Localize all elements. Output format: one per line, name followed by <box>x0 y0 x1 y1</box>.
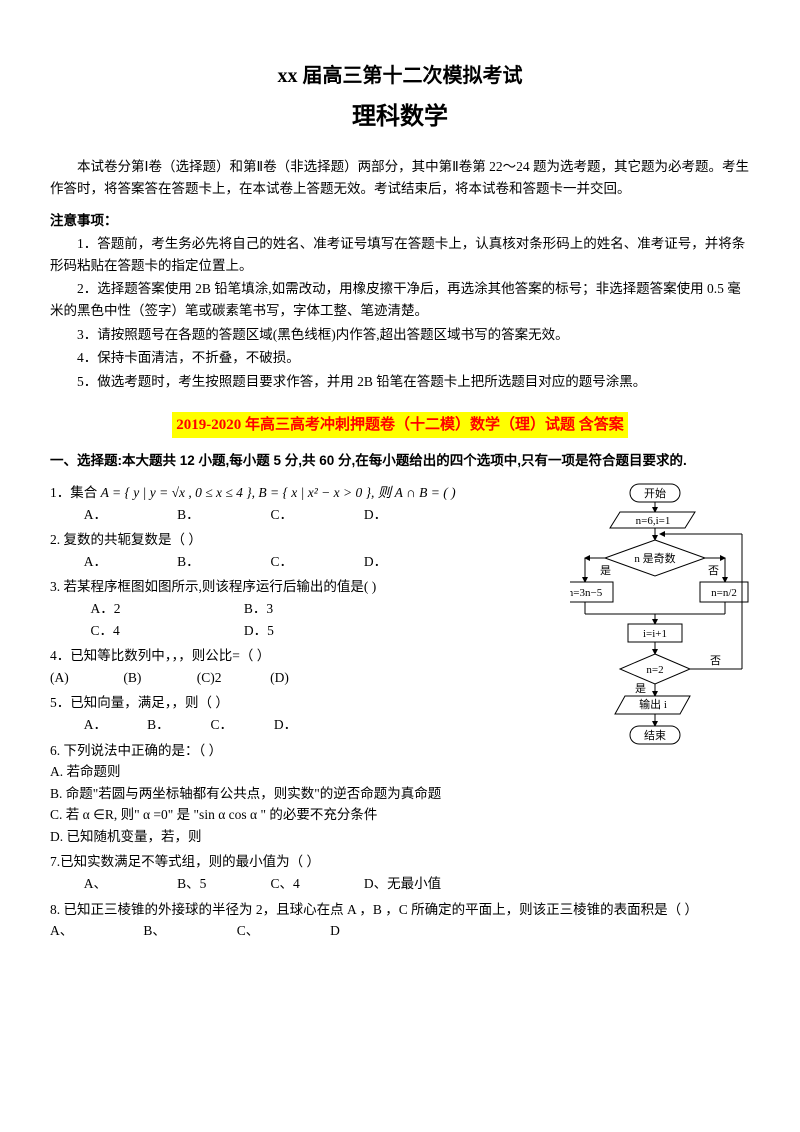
q1-opt-a: A． <box>84 504 174 526</box>
question-8: 8. 已知正三棱锥的外接球的半径为 2，且球心在点 A ，B ，C 所确定的平面… <box>50 899 750 942</box>
exam-banner: 2019-2020 年高三高考冲刺押题卷（十二模）数学（理）试题 含答案 <box>172 412 628 438</box>
q6-opt-c: C. 若 α ∈R, 则" α =0" 是 "sin α cos α " 的必要… <box>50 804 750 826</box>
q7-opt-d: D、无最小值 <box>364 873 454 895</box>
q3-opt-b: B．3 <box>244 598 394 620</box>
header-line2: 理科数学 <box>50 98 750 136</box>
q1-opt-d: D． <box>364 504 454 526</box>
notice-2: 2．选择题答案使用 2B 铅笔填涂,如需改动，用橡皮擦干净后，再选涂其他答案的标… <box>50 278 750 321</box>
q3-opt-d: D．5 <box>244 620 394 642</box>
q2-opt-c: C． <box>271 551 361 573</box>
flow-cond2: n=2 <box>646 664 663 676</box>
flow-left: n=3n−5 <box>570 587 603 599</box>
header-line1: xx 届高三第十二次模拟考试 <box>50 60 750 92</box>
q8-opt-c: C、 <box>237 920 327 942</box>
q5-opt-d: D． <box>274 714 334 736</box>
q3-opt-a: A．2 <box>91 598 241 620</box>
flow-yes1: 是 <box>600 564 611 577</box>
q2-stem: 2. 复数的共轭复数是（ ） <box>50 532 202 547</box>
q2-opt-d: D． <box>364 551 454 573</box>
section1-heading: 一、选择题:本大题共 12 小题,每小题 5 分,共 60 分,在每小题给出的四… <box>50 448 750 474</box>
q5-stem: 5．已知向量，满足，，则（ ） <box>50 695 229 710</box>
q7-opt-a: A、 <box>84 873 174 895</box>
q1-opt-c: C． <box>271 504 361 526</box>
flow-yes2: 是 <box>635 682 646 695</box>
questions-area: 开始 n=6,i=1 n 是奇数 是 否 n=3n−5 n=n/2 <box>50 482 750 942</box>
q4-opt-a: (A) <box>50 667 120 689</box>
notice-title: 注意事项： <box>50 210 750 232</box>
flowchart-diagram: 开始 n=6,i=1 n 是奇数 是 否 n=3n−5 n=n/2 <box>570 482 750 769</box>
q1-opt-b: B． <box>177 504 267 526</box>
flow-cond1: n 是奇数 <box>634 552 675 565</box>
q7-opt-c: C、4 <box>271 873 361 895</box>
notice-4: 4．保持卡面清洁，不折叠，不破损。 <box>50 347 750 369</box>
q5-opt-a: A． <box>84 714 144 736</box>
q4-opt-d: (D) <box>270 667 340 689</box>
q1-stem-pre: 1．集合 <box>50 485 101 500</box>
q7-opt-b: B、5 <box>177 873 267 895</box>
q6-opt-b: B. 命题"若圆与两坐标轴都有公共点，则实数"的逆否命题为真命题 <box>50 783 750 805</box>
q7-stem: 7.已知实数满足不等式组，则的最小值为（ ） <box>50 854 320 869</box>
notice-3: 3．请按照题号在各题的答题区域(黑色线框)内作答,超出答题区域书写的答案无效。 <box>50 324 750 346</box>
flow-out: 输出 i <box>639 697 667 711</box>
q3-opt-c: C．4 <box>91 620 241 642</box>
q8-opt-b: B、 <box>143 920 233 942</box>
q3-stem: 3. 若某程序框图如图所示,则该程序运行后输出的值是( ) <box>50 579 376 594</box>
intro-paragraph: 本试卷分第Ⅰ卷（选择题）和第Ⅱ卷（非选择题）两部分，其中第Ⅱ卷第 22～24 题… <box>50 156 750 199</box>
flow-no2: 否 <box>710 655 721 667</box>
q4-opt-c: (C)2 <box>197 667 267 689</box>
q8-stem: 8. 已知正三棱锥的外接球的半径为 2，且球心在点 A ，B ，C 所确定的平面… <box>50 902 698 917</box>
flow-init: n=6,i=1 <box>636 515 671 527</box>
flow-inc: i=i+1 <box>643 628 667 640</box>
q1-math: A = { y | y = √x , 0 ≤ x ≤ 4 }, B = { x … <box>101 485 456 500</box>
q4-stem: 4．已知等比数列中，，，则公比=（ ） <box>50 648 270 663</box>
question-7: 7.已知实数满足不等式组，则的最小值为（ ） A、 B、5 C、4 D、无最小值 <box>50 851 750 894</box>
q6-opt-d: D. 已知随机变量，若，则 <box>50 826 750 848</box>
notice-5: 5．做选考题时，考生按照题目要求作答，并用 2B 铅笔在答题卡上把所选题目对应的… <box>50 371 750 393</box>
q8-opt-d: D <box>330 920 420 942</box>
q5-opt-b: B． <box>147 714 207 736</box>
flow-start: 开始 <box>644 486 666 500</box>
notice-1: 1．答题前，考生务必先将自己的姓名、准考证号填写在答题卡上，认真核对条形码上的姓… <box>50 233 750 276</box>
q2-opt-b: B． <box>177 551 267 573</box>
flow-no1: 否 <box>708 565 719 577</box>
flow-end: 结束 <box>644 729 666 742</box>
q8-opt-a: A、 <box>50 920 140 942</box>
flow-right: n=n/2 <box>711 587 737 599</box>
q2-opt-a: A． <box>84 551 174 573</box>
q4-opt-b: (B) <box>123 667 193 689</box>
q5-opt-c: C． <box>211 714 271 736</box>
